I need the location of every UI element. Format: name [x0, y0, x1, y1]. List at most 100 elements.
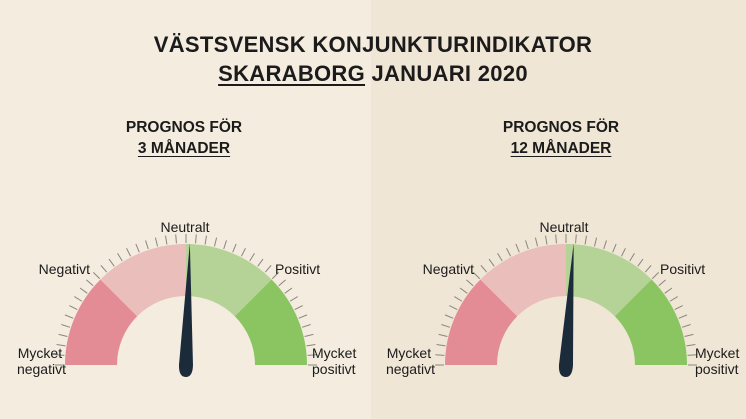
gauge-1-tick — [307, 354, 317, 356]
gauge-2-label-very-positive: Mycket positivt — [695, 345, 743, 377]
gauge-1-tick — [61, 324, 71, 328]
gauge-2-tick — [506, 248, 512, 257]
gauge-2-tick — [651, 272, 659, 280]
gauge-1-label-negative: Negativt — [39, 261, 90, 277]
gauge-2-tick — [454, 296, 463, 302]
gauge-2-tick — [644, 265, 652, 273]
gauge-2-tick — [441, 324, 451, 328]
gauge-2-title-line-1: PROGNOS FÖR — [502, 119, 620, 136]
gauge-2-tick — [534, 237, 539, 247]
gauge-2-segment-positive — [566, 244, 652, 317]
gauge-3-months: Neutralt Negativt Positivt Mycket negati… — [17, 219, 360, 377]
gauge-1-tick — [264, 265, 272, 273]
gauge-1-tick — [100, 265, 108, 273]
title-region: SKARABORG — [218, 61, 366, 86]
gauge-1-segment-positive — [186, 244, 272, 317]
gauge-1-label-positive: Positivt — [275, 261, 320, 277]
gauge-2-tick — [515, 243, 520, 253]
gauge-2-tick — [575, 234, 577, 244]
gauge-1-tick — [56, 344, 66, 347]
gauge-1-tick — [289, 296, 298, 302]
gauge-1-tick — [108, 258, 115, 267]
gauge-1-tick — [175, 234, 177, 244]
gauge-2-tick — [545, 235, 548, 245]
gauge-1-label-neutral: Neutralt — [160, 219, 209, 235]
title-line-2: SKARABORG JANUARI 2020 — [0, 59, 746, 88]
gauge-1-tick — [223, 240, 227, 250]
gauge-1-label-very-negative-text: Mycket — [18, 345, 62, 361]
gauge-1-title-line-1: PROGNOS FÖR — [125, 119, 243, 136]
gauge-1-tick — [298, 314, 308, 319]
gauge-12-months: Neutralt Negativt Positivt Mycket negati… — [386, 219, 743, 377]
gauge-2-tick — [629, 253, 635, 262]
gauge-2-tick — [466, 279, 474, 287]
gauge-2-tick — [480, 265, 488, 273]
gauge-1-label-very-positive-text-line2: positivt — [312, 361, 356, 377]
gauge-2-tick — [593, 237, 598, 247]
gauge-1-tick — [306, 344, 316, 347]
gauge-2-title-line-2: 12 MÅNADER — [510, 140, 612, 157]
gauge-2-label-positive: Positivt — [660, 261, 705, 277]
gauge-2-tick — [687, 354, 697, 356]
gauge-1-tick — [257, 258, 264, 267]
gauge-1-segment-negative — [100, 244, 186, 317]
gauge-2-tick — [612, 243, 617, 253]
gauge-1-label-very-negative-text-line2: negativt — [17, 361, 66, 377]
gauge-1-tick — [58, 333, 68, 338]
gauge-2-tick — [674, 305, 683, 311]
gauge-2-label-very-negative-text: Mycket — [387, 345, 431, 361]
gauge-2-tick — [620, 248, 626, 257]
page-title: VÄSTSVENSK KONJUNKTURINDIKATOR SKARABORG… — [0, 30, 746, 88]
gauge-1-tick — [204, 235, 207, 245]
title-period: JANUARI 2020 — [371, 61, 528, 86]
gauge-1-label-very-positive: Mycket positivt — [312, 345, 360, 377]
gauge-2-tick — [678, 314, 688, 319]
gauge-1-segment-very-negative — [65, 279, 138, 365]
title-line-1: VÄSTSVENSK KONJUNKTURINDIKATOR — [153, 32, 593, 57]
gauge-2-title: PROGNOS FÖR 12 MÅNADER — [431, 117, 691, 159]
gauge-1-tick — [79, 287, 88, 294]
gauge-1-tick — [64, 314, 74, 319]
gauge-2-tick — [658, 279, 666, 287]
gauge-1-tick — [284, 287, 293, 294]
gauge-1-tick — [240, 248, 246, 257]
gauge-1-tick — [301, 324, 311, 328]
gauge-2-tick — [497, 253, 503, 262]
gauge-2-tick — [438, 333, 448, 338]
gauge-1-tick — [154, 237, 159, 247]
gauge-1-tick — [126, 248, 132, 257]
gauge-1-label-very-negative: Mycket negativt — [17, 345, 66, 377]
gauge-1-tick — [278, 279, 286, 287]
gauge-2-tick — [435, 354, 445, 356]
gauge-1-title-line-2: 3 MÅNADER — [137, 140, 231, 157]
gauge-1-tick — [304, 333, 314, 338]
gauge-2-tick — [681, 324, 691, 328]
gauge-2-label-very-positive-text: Mycket — [695, 345, 739, 361]
gauge-2-needle — [558, 243, 574, 377]
gauge-2-tick — [584, 235, 587, 245]
gauge-1-tick — [145, 240, 149, 250]
gauge-2-tick — [603, 240, 607, 250]
gauge-1-needle — [178, 243, 193, 377]
gauge-2-tick — [637, 258, 644, 267]
gauge-1-tick — [55, 354, 65, 356]
gauge-1-tick — [195, 234, 197, 244]
gauge-1-tick — [93, 272, 101, 280]
gauge-2-tick — [459, 287, 468, 294]
gauge-2-tick — [473, 272, 481, 280]
gauge-2-tick — [525, 240, 529, 250]
gauge-1-tick — [117, 253, 123, 262]
gauge-1-tick — [74, 296, 83, 302]
gauge-2-label-very-negative-text-line2: negativt — [386, 361, 435, 377]
gauge-2-label-very-positive-text-line2: positivt — [695, 361, 739, 377]
gauge-1-tick — [69, 305, 78, 311]
gauge-1-tick — [232, 243, 237, 253]
gauge-2-label-negative: Negativt — [423, 261, 474, 277]
gauge-2-segment-very-negative — [445, 279, 518, 365]
gauge-1-title: PROGNOS FÖR 3 MÅNADER — [54, 117, 314, 159]
gauge-2-tick — [684, 333, 694, 338]
gauge-2-tick — [449, 305, 458, 311]
gauge-2-tick — [664, 287, 673, 294]
gauge-1-tick — [249, 253, 255, 262]
